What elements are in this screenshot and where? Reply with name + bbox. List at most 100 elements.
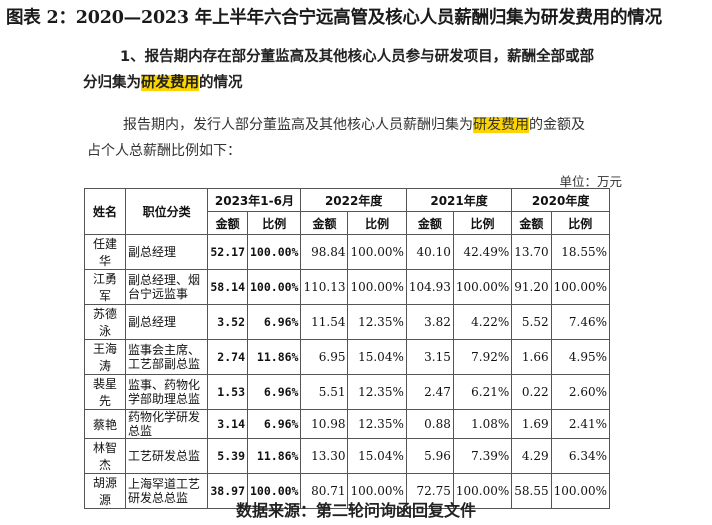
cell-amount: 3.52 (207, 304, 248, 340)
cell-amount: 1.66 (511, 339, 552, 375)
cell-position: 监事会主席、工艺部副总监 (124, 339, 209, 375)
cell-ratio: 7.39% (452, 438, 513, 475)
cell-amount: 4.29 (511, 438, 552, 475)
cell-name: 江勇军 (84, 269, 126, 305)
subcol-ratio: 比例 (246, 211, 302, 235)
cell-ratio: 2.60% (550, 374, 611, 410)
table-row: 蔡艳 药物化学研发总监 3.14 6.96% 10.98 12.35% 0.88 1.08% 1… (84, 408, 611, 440)
cell-ratio: 2.41% (550, 408, 611, 440)
para-line-1: 报告期内，发行人部分董监高及其他核心人员薪酬归集为研发费用的金额及 (87, 112, 627, 138)
heading-line-2-before: 分归集为 (83, 75, 141, 91)
cell-amount: 0.88 (405, 408, 454, 440)
para-line-2: 占个人总薪酬比例如下： (87, 143, 241, 159)
table-row: 王海涛 监事会主席、工艺部副总监 2.74 11.86% 6.95 15.04% 3.15 7… (84, 339, 611, 375)
cell-name: 任建华 (84, 234, 126, 270)
cell-amount: 5.39 (207, 438, 248, 475)
cell-amount: 91.20 (511, 269, 552, 305)
cell-ratio: 4.95% (550, 339, 611, 375)
source-note: 数据来源：第二轮问询函回复文件 (235, 501, 476, 520)
cell-ratio: 6.96% (246, 304, 302, 340)
cell-position: 药物化学研发总监 (124, 408, 209, 440)
subcol-amount: 金额 (207, 211, 248, 235)
cell-amount: 98.84 (300, 234, 349, 270)
cell-ratio: 4.22% (452, 304, 513, 340)
cell-position: 监事、药物化学部助理总监 (124, 374, 209, 410)
section-heading: 1、报告期内存在部分董监高及其他核心人员参与研发项目，薪酬全部或部 分归集为研发… (83, 44, 628, 96)
col-header-position: 职位分类 (124, 188, 209, 235)
cell-name: 蔡艳 (84, 408, 126, 440)
cell-amount: 5.96 (405, 438, 454, 475)
cell-ratio: 15.04% (347, 438, 407, 475)
cell-amount: 6.95 (300, 339, 349, 375)
table-row: 林智杰 工艺研发总监 5.39 11.86% 13.30 15.04% 5.96 7.39% 4… (84, 438, 611, 475)
cell-ratio: 15.04% (347, 339, 407, 375)
cell-ratio: 7.46% (550, 304, 611, 340)
cell-amount: 58.14 (207, 269, 248, 305)
cell-ratio: 100.00% (550, 269, 611, 305)
table-row: 裴星先 监事、药物化学部助理总监 1.53 6.96% 5.51 12.35% 2.47 6.… (84, 374, 611, 410)
cell-ratio: 100.00% (246, 473, 302, 510)
cell-amount: 11.54 (300, 304, 349, 340)
table-row: 胡源源 上海罕道工艺研发总总监 38.97 100.00% 80.71 100.00% 72… (84, 473, 611, 510)
cell-ratio: 100.00% (550, 473, 611, 510)
cell-amount: 2.47 (405, 374, 454, 410)
cell-amount: 40.10 (405, 234, 454, 270)
cell-amount: 58.55 (511, 473, 552, 510)
unit-label: 单位：万元 (559, 174, 622, 189)
para-line-1-before: 报告期内，发行人部分董监高及其他核心人员薪酬归集为 (123, 117, 473, 133)
cell-ratio: 18.55% (550, 234, 611, 270)
cell-ratio: 12.35% (347, 374, 407, 410)
cell-amount: 3.82 (405, 304, 454, 340)
cell-ratio: 100.00% (452, 269, 513, 305)
cell-ratio: 7.92% (452, 339, 513, 375)
compensation-table: 姓名 职位分类 2023年1-6月 2022年度 2021年度 2020年度 金… (84, 188, 611, 510)
subcol-amount: 金额 (300, 211, 349, 235)
cell-ratio: 100.00% (347, 473, 407, 510)
cell-amount: 0.22 (511, 374, 552, 410)
col-header-period: 2023年1-6月 (207, 188, 302, 212)
cell-amount: 13.70 (511, 234, 552, 270)
cell-position: 副总经理、烟台宁远监事 (124, 269, 209, 305)
cell-ratio: 11.86% (246, 438, 302, 475)
col-header-name: 姓名 (84, 188, 126, 235)
subcol-ratio: 比例 (347, 211, 407, 235)
cell-amount: 3.14 (207, 408, 248, 440)
table-row: 任建华 副总经理 52.17 100.00% 98.84 100.00% 40.10 42.4… (84, 234, 611, 270)
subcol-ratio: 比例 (550, 211, 611, 235)
cell-amount: 52.17 (207, 234, 248, 270)
para-highlight: 研发费用 (473, 117, 529, 133)
cell-amount: 110.13 (300, 269, 349, 305)
cell-amount: 5.51 (300, 374, 349, 410)
cell-ratio: 100.00% (347, 234, 407, 270)
cell-position: 上海罕道工艺研发总总监 (124, 473, 209, 510)
cell-ratio: 6.96% (246, 374, 302, 410)
subcol-amount: 金额 (511, 211, 552, 235)
table-row: 苏德泳 副总经理 3.52 6.96% 11.54 12.35% 3.82 4.22% 5.52… (84, 304, 611, 340)
cell-name: 王海涛 (84, 339, 126, 375)
cell-ratio: 100.00% (452, 473, 513, 510)
heading-line-2-after: 的情况 (199, 75, 243, 91)
cell-amount: 10.98 (300, 408, 349, 440)
cell-ratio: 6.96% (246, 408, 302, 440)
cell-amount: 1.69 (511, 408, 552, 440)
figure-title: 图表 2：2020—2023 年上半年六合宁远高管及核心人员薪酬归集为研发费用的… (6, 8, 662, 28)
heading-highlight: 研发费用 (141, 75, 199, 91)
para-line-1-after: 的金额及 (529, 117, 585, 133)
cell-ratio: 100.00% (347, 269, 407, 305)
cell-position: 工艺研发总监 (124, 438, 209, 475)
subcol-amount: 金额 (405, 211, 454, 235)
cell-amount: 104.93 (405, 269, 454, 305)
cell-amount: 3.15 (405, 339, 454, 375)
heading-line-2: 分归集为研发费用的情况 (83, 70, 628, 96)
header-row-periods: 姓名 职位分类 2023年1-6月 2022年度 2021年度 2020年度 (84, 188, 610, 235)
cell-position: 副总经理 (124, 234, 209, 270)
cell-name: 裴星先 (84, 374, 126, 410)
cell-ratio: 100.00% (246, 269, 302, 305)
cell-amount: 80.71 (300, 473, 349, 510)
cell-ratio: 42.49% (452, 234, 513, 270)
col-header-period: 2020年度 (511, 188, 610, 212)
cell-amount: 72.75 (405, 473, 454, 510)
cell-ratio: 11.86% (246, 339, 302, 375)
cell-ratio: 12.35% (347, 408, 407, 440)
cell-name: 林智杰 (84, 438, 126, 475)
